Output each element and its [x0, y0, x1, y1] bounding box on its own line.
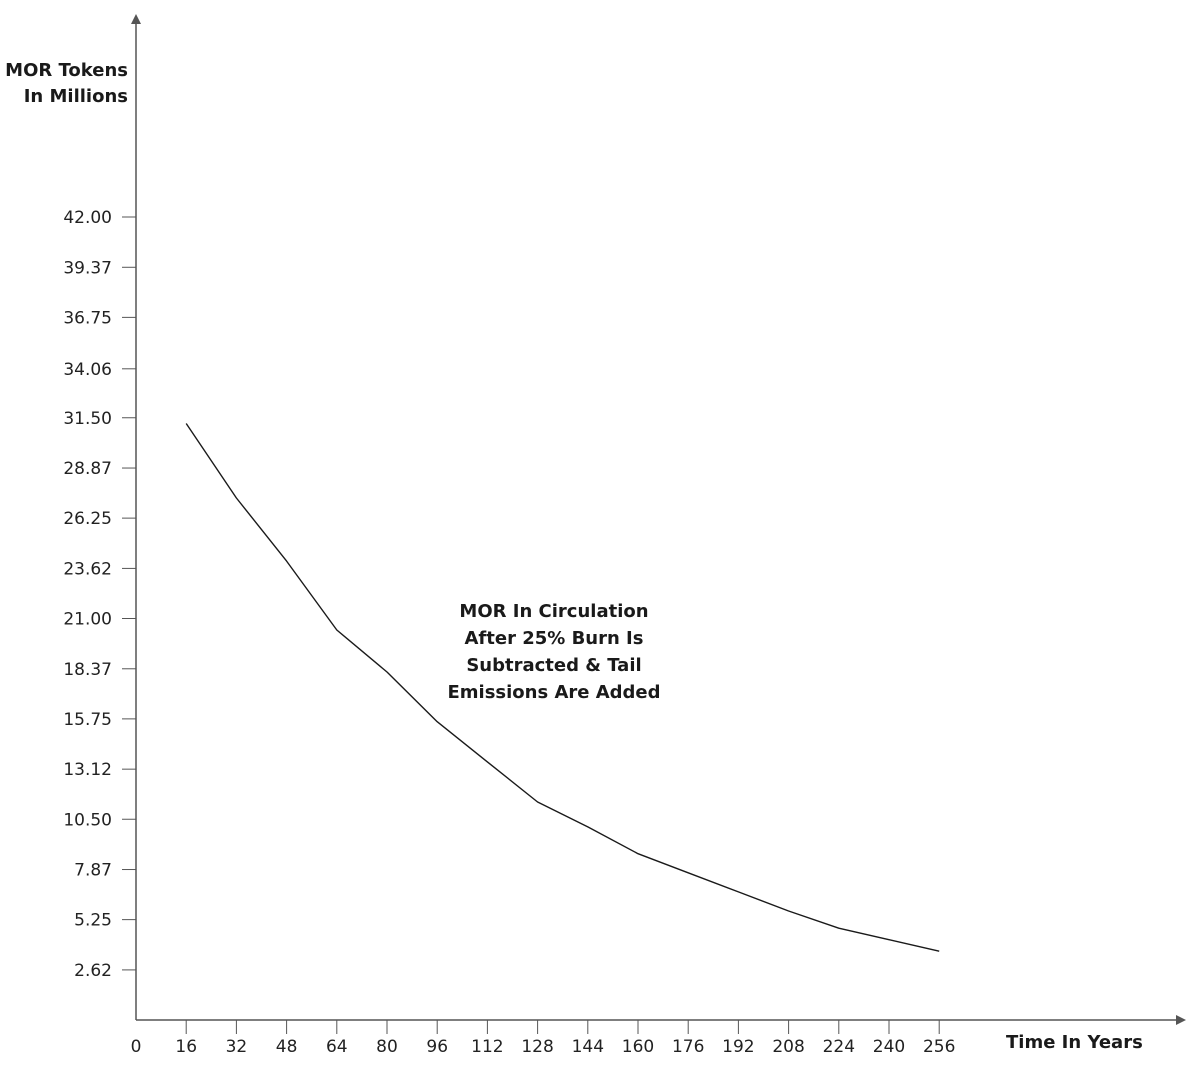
y-tick-label: 31.50 [63, 409, 112, 429]
x-tick-label: 80 [376, 1037, 398, 1057]
annotation-line-3: Subtracted & Tail [466, 655, 642, 676]
x-tick-label: 64 [326, 1037, 348, 1057]
y-tick-label: 23.62 [63, 559, 112, 579]
y-axis-arrow [131, 14, 141, 24]
annotation-line-1: MOR In Circulation [459, 601, 649, 622]
y-tick-label: 36.75 [63, 308, 112, 328]
annotation-line-4: Emissions Are Added [447, 682, 661, 703]
y-tick-label: 18.37 [63, 660, 112, 680]
x-tick-label: 240 [873, 1037, 905, 1057]
x-tick-label: 128 [521, 1037, 553, 1057]
series-group [185, 423, 940, 952]
axes [131, 14, 1186, 1025]
x-tick-label: 224 [823, 1037, 855, 1057]
y-tick-label: 7.87 [74, 861, 112, 881]
y-tick-label: 10.50 [63, 810, 112, 830]
x-tick-label: 48 [276, 1037, 298, 1057]
x-axis-label: Time In Years [1006, 1032, 1143, 1053]
x-axis-arrow [1176, 1015, 1186, 1025]
y-tick-label: 26.25 [63, 509, 112, 529]
x-tick-label: 208 [772, 1037, 804, 1057]
y-axis-ticks: 2.62 5.25 7.87 10.50 13.12 15.75 18.37 21.00 23.… [63, 208, 136, 981]
x-tick-label: 96 [426, 1037, 448, 1057]
y-tick-label: 15.75 [63, 710, 112, 730]
x-tick-label: 0 [131, 1037, 142, 1057]
series-line [185, 423, 940, 952]
y-tick-label: 34.06 [63, 360, 112, 380]
y-tick-label: 28.87 [63, 459, 112, 479]
y-tick-label: 21.00 [63, 610, 112, 630]
x-tick-label: 16 [175, 1037, 197, 1057]
series-annotation: MOR In Circulation After 25% Burn Is Sub… [424, 598, 684, 706]
x-axis-ticks: 0 16 32 48 64 80 96 112 128 144 160 176 192 208 224 240… [131, 1020, 955, 1057]
y-axis-label-line-1: MOR Tokens [5, 60, 128, 81]
x-tick-label: 176 [672, 1037, 704, 1057]
x-tick-label: 112 [471, 1037, 503, 1057]
y-tick-label: 42.00 [63, 208, 112, 228]
x-tick-label: 256 [923, 1037, 955, 1057]
x-tick-label: 144 [572, 1037, 604, 1057]
y-axis-label-line-2: In Millions [23, 86, 128, 107]
x-tick-label: 160 [622, 1037, 654, 1057]
x-tick-label: 192 [722, 1037, 754, 1057]
annotation-line-2: After 25% Burn Is [464, 628, 644, 649]
y-tick-label: 5.25 [74, 911, 112, 931]
y-tick-label: 39.37 [63, 258, 112, 278]
x-tick-label: 32 [226, 1037, 248, 1057]
y-tick-label: 13.12 [63, 760, 112, 780]
y-tick-label: 2.62 [74, 961, 112, 981]
